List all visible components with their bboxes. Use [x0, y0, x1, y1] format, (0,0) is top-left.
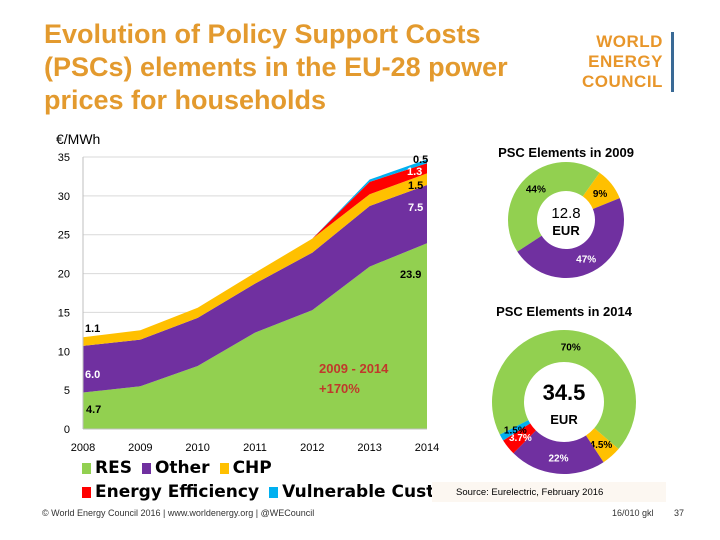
x-tick-label: 2010: [185, 442, 209, 454]
area-other: [83, 184, 427, 393]
legend-swatch: [82, 486, 91, 498]
y-tick-label: 15: [58, 307, 70, 319]
pie-slice-label: 22%: [548, 454, 568, 465]
x-tick-label: 2014: [415, 442, 439, 454]
x-tick-label: 2008: [71, 442, 95, 454]
pie-slice-label: 4.5%: [590, 440, 613, 451]
legend-label: Other: [154, 458, 210, 478]
legend-label: RES: [95, 458, 132, 478]
pie-slice-label: 1.5%: [504, 426, 527, 437]
legend-item-energy-efficiency: Energy Efficiency: [82, 482, 259, 502]
y-tick-label: 30: [58, 191, 70, 203]
growth-annotation: 2009 - 2014: [319, 361, 389, 376]
x-tick-label: 2013: [357, 442, 381, 454]
pie-center-unit: EUR: [550, 412, 578, 427]
x-tick-label: 2011: [243, 442, 267, 454]
legend-row-1: RES Other CHP: [82, 458, 272, 478]
x-tick-label: 2009: [128, 442, 152, 454]
source-note: Source: Eurelectric, February 2016: [432, 482, 666, 502]
pie-center-value: 34.5: [543, 380, 586, 405]
y-tick-label: 5: [64, 385, 70, 397]
pie-slice-res: [492, 330, 637, 450]
page-title: Evolution of Policy Support Costs (PSCs)…: [44, 19, 508, 115]
y-tick-label: 35: [58, 152, 70, 164]
logo-line: WORLD: [596, 32, 663, 51]
legend-item-chp: CHP: [219, 458, 272, 478]
pie-slice-label: 9%: [593, 189, 608, 200]
legend-item-other: Other: [141, 458, 210, 478]
pie-slice-label: 44%: [526, 185, 546, 196]
legend-swatch: [82, 462, 91, 474]
y-tick-label: 20: [58, 269, 70, 281]
area-res: [83, 243, 427, 429]
pie-slice-energy-efficiency: [503, 423, 536, 454]
data-label: 1.3: [407, 166, 422, 178]
legend-label: Vulnerable Cust: [282, 482, 435, 502]
legend-swatch: [141, 462, 151, 474]
legend-row-2: Energy Efficiency Vulnerable Cust: [82, 482, 434, 502]
legend-swatch: [269, 486, 279, 498]
data-label: 1.1: [85, 323, 100, 335]
legend-label: Energy Efficiency: [95, 482, 260, 502]
pie-title: PSC Elements in 2009: [498, 145, 634, 160]
legend-item-vulnerable-cust: Vulnerable Cust: [269, 482, 434, 502]
pie-slice-vulnerable-cust: [499, 420, 531, 441]
y-tick-label: 0: [64, 424, 70, 436]
y-tick-label: 25: [58, 230, 70, 242]
footer-copyright: © World Energy Council 2016 | www.worlde…: [42, 508, 315, 518]
logo-line: COUNCIL: [582, 72, 663, 91]
pie-slice-label: 47%: [576, 255, 596, 266]
world-energy-council-logo: WORLD ENERGY COUNCIL: [582, 32, 674, 92]
legend-item-res: RES: [82, 458, 132, 478]
data-label: 6.0: [85, 369, 100, 381]
legend-label: CHP: [232, 458, 272, 478]
pie-slice-res: [508, 162, 600, 252]
pie-title: PSC Elements in 2014: [496, 304, 633, 319]
data-label: 23.9: [400, 269, 421, 281]
y-axis-unit: €/MWh: [56, 131, 101, 147]
pie-slice-chp: [582, 172, 620, 210]
pie-center-value: 12.8: [551, 205, 580, 222]
data-label: 7.5: [408, 202, 423, 214]
data-label: 0.5: [413, 154, 428, 166]
pie-slice-other: [517, 198, 624, 278]
pie-slice-other: [513, 430, 604, 475]
y-tick-label: 10: [58, 346, 70, 358]
growth-annotation: +170%: [319, 381, 360, 396]
pie-center-unit: EUR: [552, 223, 580, 238]
logo-line: ENERGY: [588, 52, 663, 71]
pie-slice-label: 3.7%: [509, 433, 532, 444]
data-label: 4.7: [86, 404, 101, 416]
data-label: 1.5: [408, 180, 423, 192]
area-energy-efficiency: [83, 163, 427, 338]
page-number: 37: [674, 508, 685, 518]
footer-code: 16/010 gkl: [612, 508, 654, 518]
pie-slice-chp: [585, 428, 619, 463]
x-tick-label: 2012: [300, 442, 324, 454]
pie-slice-label: 70%: [561, 342, 581, 353]
legend-swatch: [219, 462, 229, 474]
